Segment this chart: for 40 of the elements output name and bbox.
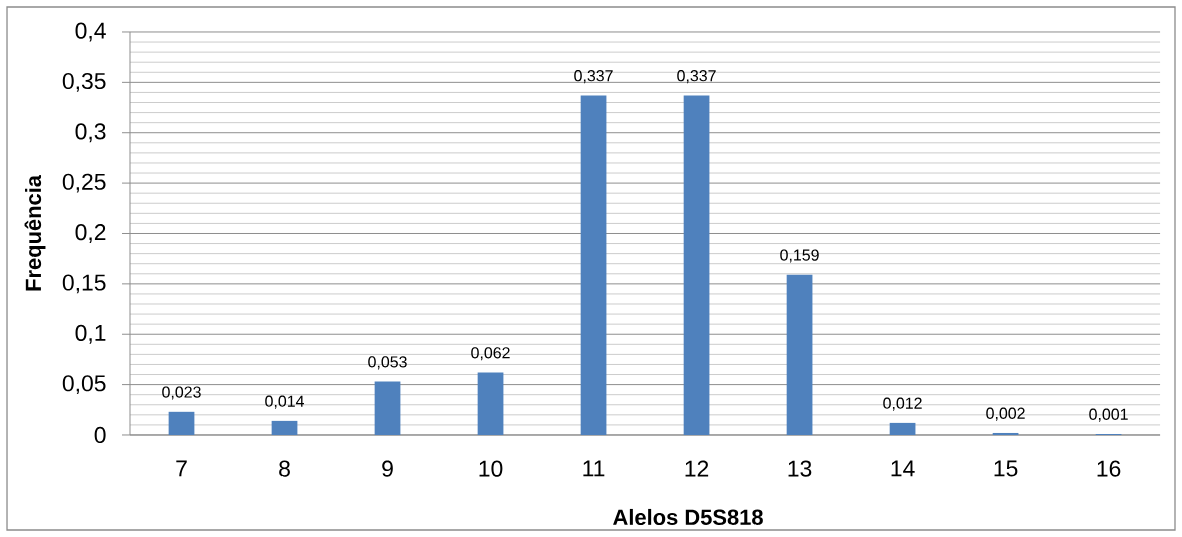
y-axis-title: Frequência: [24, 174, 46, 291]
data-label: 0,337: [574, 70, 613, 84]
data-label: 0,023: [162, 386, 201, 400]
data-label: 0,159: [780, 249, 819, 263]
x-tick-label: 7: [176, 460, 187, 477]
data-label: 0,001: [1089, 408, 1128, 422]
x-tick-label: 8: [279, 460, 290, 477]
data-label: 0,062: [471, 347, 510, 361]
data-label: 0,053: [368, 356, 407, 370]
x-tick-label: 13: [788, 460, 812, 477]
y-tick-label: 0,1: [75, 324, 106, 344]
bar: [786, 274, 813, 435]
bar: [374, 381, 401, 435]
x-axis-title: Alelos D5S818: [613, 508, 763, 526]
bar: [477, 372, 504, 435]
bar: [992, 432, 1019, 435]
bar: [580, 95, 607, 435]
bar: [271, 420, 298, 435]
x-tick-label: 16: [1097, 460, 1121, 477]
bar: [889, 422, 916, 435]
y-tick-label: 0,05: [62, 375, 106, 395]
data-label: 0,012: [883, 397, 922, 411]
x-tick-label: 15: [994, 460, 1018, 477]
x-tick-label: 11: [583, 460, 605, 477]
y-tick-label: 0: [94, 426, 106, 444]
bar: [683, 95, 710, 435]
data-label: 0,014: [265, 395, 304, 409]
data-label: 0,337: [677, 70, 716, 84]
y-tick-label: 0,35: [62, 72, 106, 92]
x-tick-label: 9: [382, 460, 393, 477]
bar: [168, 411, 195, 435]
y-tick-label: 0,3: [75, 123, 106, 143]
y-tick-label: 0,25: [62, 173, 106, 193]
x-tick-label: 14: [891, 460, 915, 477]
x-tick-label: 10: [479, 460, 503, 477]
x-tick-label: 12: [685, 460, 709, 477]
y-tick-label: 0,15: [62, 274, 106, 294]
y-tick-label: 0,2: [75, 224, 106, 243]
data-label: 0,002: [986, 407, 1025, 421]
y-tick-label: 0,4: [75, 22, 106, 42]
